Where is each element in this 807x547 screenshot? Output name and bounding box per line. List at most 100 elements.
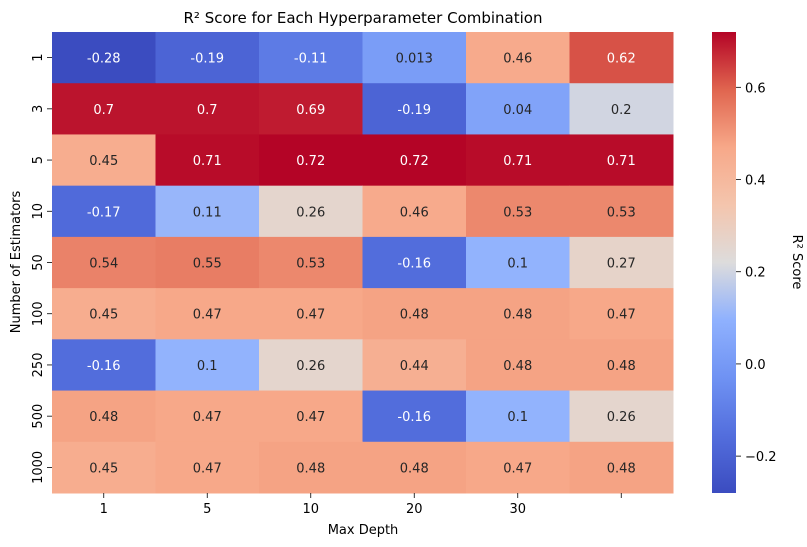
heatmap-cell xyxy=(466,288,570,340)
heatmap-cell xyxy=(259,441,363,494)
cell-value-label: 0.69 xyxy=(296,103,325,118)
cell-value-label: 0.48 xyxy=(400,308,429,323)
y-tick-label: 100 xyxy=(31,301,46,326)
colorbar-label: R² Score xyxy=(789,235,804,290)
heatmap-cell xyxy=(155,441,260,494)
heatmap-cell xyxy=(466,32,570,84)
heatmap-cell xyxy=(569,441,674,494)
y-tick-label: 500 xyxy=(31,404,46,429)
cell-value-label: -0.16 xyxy=(397,410,431,425)
x-tick-label: 5 xyxy=(203,502,211,517)
cell-value-label: 0.48 xyxy=(607,461,636,476)
heatmap-cell xyxy=(362,339,467,392)
cell-value-label: 0.04 xyxy=(503,103,532,118)
cell-value-label: -0.28 xyxy=(87,52,121,67)
heatmap-cell xyxy=(259,32,363,84)
y-axis-label: Number of Estimators xyxy=(9,191,24,334)
cell-value-label: 0.47 xyxy=(296,410,325,425)
heatmap-cell xyxy=(52,339,156,392)
cell-value-label: 0.45 xyxy=(89,308,118,323)
x-axis-label: Max Depth xyxy=(328,523,399,538)
cell-value-label: 0.48 xyxy=(607,359,636,374)
heatmap-cell xyxy=(52,134,156,187)
cell-value-label: 0.46 xyxy=(400,205,429,220)
cell-value-label: 0.48 xyxy=(503,359,532,374)
heatmap-cell xyxy=(362,83,467,135)
y-tick-label: 10 xyxy=(31,203,46,220)
x-tick-label: 1 xyxy=(100,502,108,517)
colorbar-tick-label: 0.0 xyxy=(745,358,766,373)
cell-value-label: 0.55 xyxy=(193,257,222,272)
heatmap-cell xyxy=(52,441,156,494)
heatmap-cell xyxy=(259,185,363,238)
cell-value-label: 0.2 xyxy=(611,103,632,118)
heatmap-cell xyxy=(466,339,570,392)
y-tick-label: 3 xyxy=(31,105,46,113)
cell-value-label: 0.62 xyxy=(607,52,636,67)
chart-title: R² Score for Each Hyperparameter Combina… xyxy=(184,9,543,27)
cell-value-label: 0.7 xyxy=(197,103,218,118)
cell-value-label: 0.72 xyxy=(400,154,429,169)
x-tick-label: 10 xyxy=(302,502,319,517)
cell-value-label: 0.7 xyxy=(93,103,114,118)
heatmap-cell xyxy=(259,83,363,135)
heatmap-cell xyxy=(155,32,260,84)
cell-value-label: 0.44 xyxy=(400,359,429,374)
cell-value-label: 0.27 xyxy=(607,257,636,272)
heatmap-cell xyxy=(466,134,570,187)
heatmap-cell xyxy=(52,185,156,238)
heatmap-cell xyxy=(569,236,674,289)
heatmap-cell xyxy=(569,32,674,84)
colorbar-tick-label: 0.6 xyxy=(745,81,766,96)
heatmap-cell xyxy=(569,134,674,187)
heatmap-cell xyxy=(259,134,363,187)
cell-value-label: 0.26 xyxy=(607,410,636,425)
cell-value-label: 0.48 xyxy=(400,461,429,476)
cell-value-label: 0.53 xyxy=(607,205,636,220)
cell-value-label: -0.19 xyxy=(397,103,431,118)
cell-value-label: 0.47 xyxy=(193,410,222,425)
cell-value-label: 0.47 xyxy=(193,308,222,323)
cell-value-label: 0.1 xyxy=(507,257,528,272)
heatmap-cell xyxy=(466,441,570,494)
heatmap-cell xyxy=(569,288,674,340)
heatmap-cell xyxy=(52,83,156,135)
y-tick-label: 250 xyxy=(31,353,46,378)
x-tick-label: 20 xyxy=(406,502,423,517)
heatmap-cell xyxy=(155,185,260,238)
cell-value-label: 0.26 xyxy=(296,359,325,374)
cell-value-label: 0.1 xyxy=(507,410,528,425)
heatmap-cell xyxy=(362,441,467,494)
heatmap-cell xyxy=(155,339,260,392)
heatmap-cell xyxy=(52,236,156,289)
heatmap-cell xyxy=(259,288,363,340)
colorbar-tick-label: 0.2 xyxy=(745,266,766,281)
cell-value-label: 0.71 xyxy=(503,154,532,169)
cell-value-label: 0.47 xyxy=(193,461,222,476)
x-tick-label: 30 xyxy=(509,502,526,517)
colorbar xyxy=(712,32,736,493)
heatmap-cell xyxy=(362,185,467,238)
heatmap-cell xyxy=(155,390,260,443)
cell-value-label: -0.16 xyxy=(87,359,121,374)
cell-value-label: 0.47 xyxy=(607,308,636,323)
heatmap-cell xyxy=(52,32,156,84)
cell-value-label: 0.46 xyxy=(503,52,532,67)
heatmap-cell xyxy=(259,236,363,289)
cell-value-label: 0.45 xyxy=(89,461,118,476)
heatmap-cell xyxy=(259,390,363,443)
heatmap-cell xyxy=(466,390,570,443)
heatmap-cell xyxy=(52,288,156,340)
heatmap-cell xyxy=(466,185,570,238)
heatmap-cell xyxy=(362,32,467,84)
cell-value-label: 0.53 xyxy=(296,257,325,272)
cell-value-label: 0.71 xyxy=(193,154,222,169)
cell-value-label: 0.48 xyxy=(296,461,325,476)
cell-value-label: -0.11 xyxy=(294,52,328,67)
heatmap-cell xyxy=(466,236,570,289)
heatmap-cell xyxy=(362,236,467,289)
cell-value-label: 0.54 xyxy=(89,257,118,272)
heatmap-cell xyxy=(362,288,467,340)
y-tick-label: 1 xyxy=(31,53,46,61)
